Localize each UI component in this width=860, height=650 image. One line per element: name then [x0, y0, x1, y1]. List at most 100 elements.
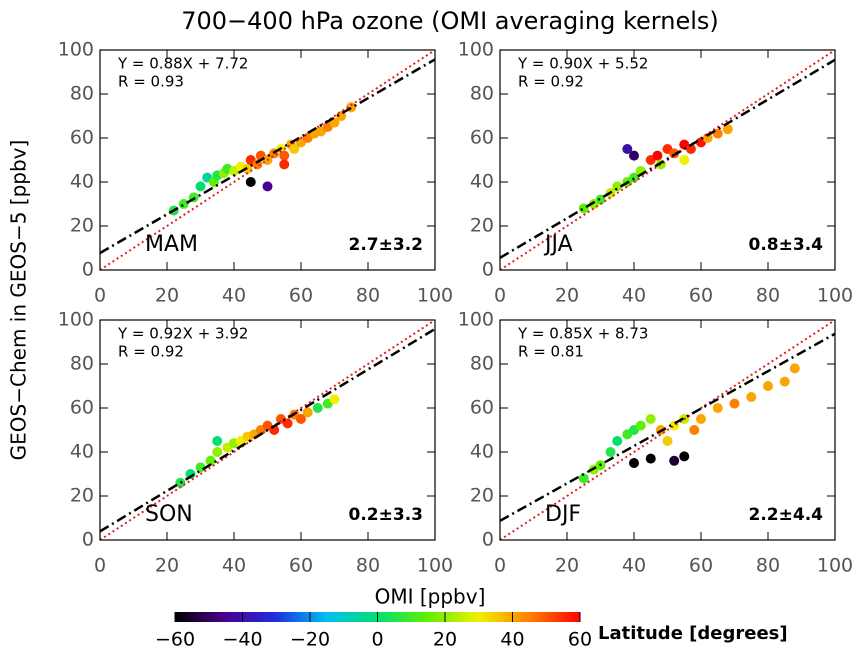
colorbar-label: Latitude [degrees]	[598, 623, 788, 644]
y-tick-label: 60	[470, 127, 494, 149]
point	[779, 376, 790, 387]
point	[289, 144, 300, 154]
x-tick-label: 40	[222, 555, 246, 577]
point	[622, 144, 633, 154]
fit-line	[500, 332, 835, 522]
point	[279, 150, 290, 161]
point	[212, 447, 223, 457]
point	[679, 451, 690, 462]
point	[669, 455, 680, 466]
point	[689, 425, 700, 435]
x-tick-label: 100	[417, 285, 453, 307]
point	[746, 392, 757, 402]
point	[329, 394, 340, 405]
x-tick-label: 80	[756, 555, 780, 577]
point	[696, 414, 706, 424]
fit-equation: Y = 0.88X + 7.72	[117, 55, 248, 73]
axes-frame	[99, 319, 436, 541]
axes-frame	[99, 49, 436, 271]
one-to-one-line	[100, 50, 435, 270]
y-tick-label: 0	[82, 259, 94, 281]
axes-frame	[499, 319, 836, 541]
figure-title: 700−400 hPa ozone (OMI averaging kernels…	[181, 7, 719, 35]
y-tick-label: 60	[470, 397, 494, 419]
x-tick-label: 0	[494, 285, 506, 307]
point	[789, 363, 800, 374]
y-tick-label: 100	[58, 309, 94, 331]
point	[729, 398, 740, 409]
colorbar-tick-label: −20	[290, 629, 330, 650]
fit-line	[500, 58, 835, 259]
point	[612, 436, 623, 446]
x-tick-label: 20	[155, 555, 179, 577]
fit-line	[100, 58, 435, 255]
y-axis-label: GEOS−Chem in GEOS−5 [ppbv]	[7, 140, 31, 461]
point	[312, 403, 323, 413]
bias-label: 0.2±3.3	[349, 505, 423, 525]
x-tick-label: 60	[289, 555, 313, 577]
point	[212, 436, 223, 446]
y-tick-label: 40	[470, 441, 494, 463]
x-tick-label: 60	[689, 555, 713, 577]
colorbar-tick-label: −60	[155, 629, 195, 650]
point	[612, 181, 623, 192]
point	[679, 155, 690, 165]
y-tick-label: 80	[470, 83, 494, 105]
bias-label: 0.8±3.4	[749, 235, 824, 255]
point	[279, 159, 290, 170]
colorbar-tick-label: 40	[500, 629, 524, 650]
y-tick-label: 40	[70, 441, 94, 463]
y-tick-label: 40	[70, 171, 94, 193]
point	[763, 381, 773, 391]
one-to-one-line	[500, 50, 835, 270]
y-tick-label: 80	[470, 353, 494, 375]
fit-equation: Y = 0.90X + 5.52	[517, 55, 648, 73]
x-tick-label: 0	[494, 555, 506, 577]
x-tick-label: 100	[817, 555, 853, 577]
y-tick-label: 40	[470, 171, 494, 193]
x-tick-label: 0	[94, 285, 106, 307]
x-tick-label: 20	[555, 555, 579, 577]
plot-area	[500, 50, 835, 270]
y-tick-label: 80	[70, 83, 94, 105]
point	[195, 181, 206, 192]
x-tick-label: 20	[155, 285, 179, 307]
y-tick-label: 0	[482, 259, 494, 281]
fit-equation: Y = 0.85X + 8.73	[517, 325, 648, 343]
x-tick-label: 60	[689, 285, 713, 307]
bias-label: 2.7±3.2	[349, 235, 423, 255]
x-tick-label: 60	[289, 285, 313, 307]
colorbar-tick-label: 20	[433, 629, 457, 650]
y-tick-label: 100	[458, 309, 494, 331]
point	[662, 436, 673, 446]
point	[652, 150, 663, 161]
x-tick-label: 20	[555, 285, 579, 307]
point	[178, 199, 189, 209]
season-label: DJF	[545, 502, 581, 527]
x-tick-label: 80	[356, 285, 380, 307]
point	[635, 420, 646, 431]
y-tick-label: 80	[70, 353, 94, 375]
y-tick-label: 60	[70, 397, 94, 419]
point	[595, 194, 606, 205]
point	[605, 447, 616, 457]
fit-line	[100, 327, 435, 533]
colorbar-tick-label: 0	[371, 629, 383, 650]
point	[669, 148, 680, 159]
y-tick-label: 100	[58, 39, 94, 61]
x-tick-label: 80	[356, 555, 380, 577]
y-tick-label: 0	[482, 529, 494, 551]
point	[195, 462, 206, 473]
correlation: R = 0.93	[118, 73, 184, 91]
fit-equation: Y = 0.92X + 3.92	[117, 325, 248, 343]
point	[629, 150, 639, 161]
plot-area	[100, 320, 435, 540]
x-tick-label: 40	[622, 555, 646, 577]
point	[302, 407, 313, 418]
x-tick-label: 40	[622, 285, 646, 307]
y-tick-label: 100	[458, 39, 494, 61]
y-tick-label: 20	[470, 485, 494, 507]
plot-area	[100, 50, 435, 270]
season-label: JJA	[543, 232, 573, 257]
